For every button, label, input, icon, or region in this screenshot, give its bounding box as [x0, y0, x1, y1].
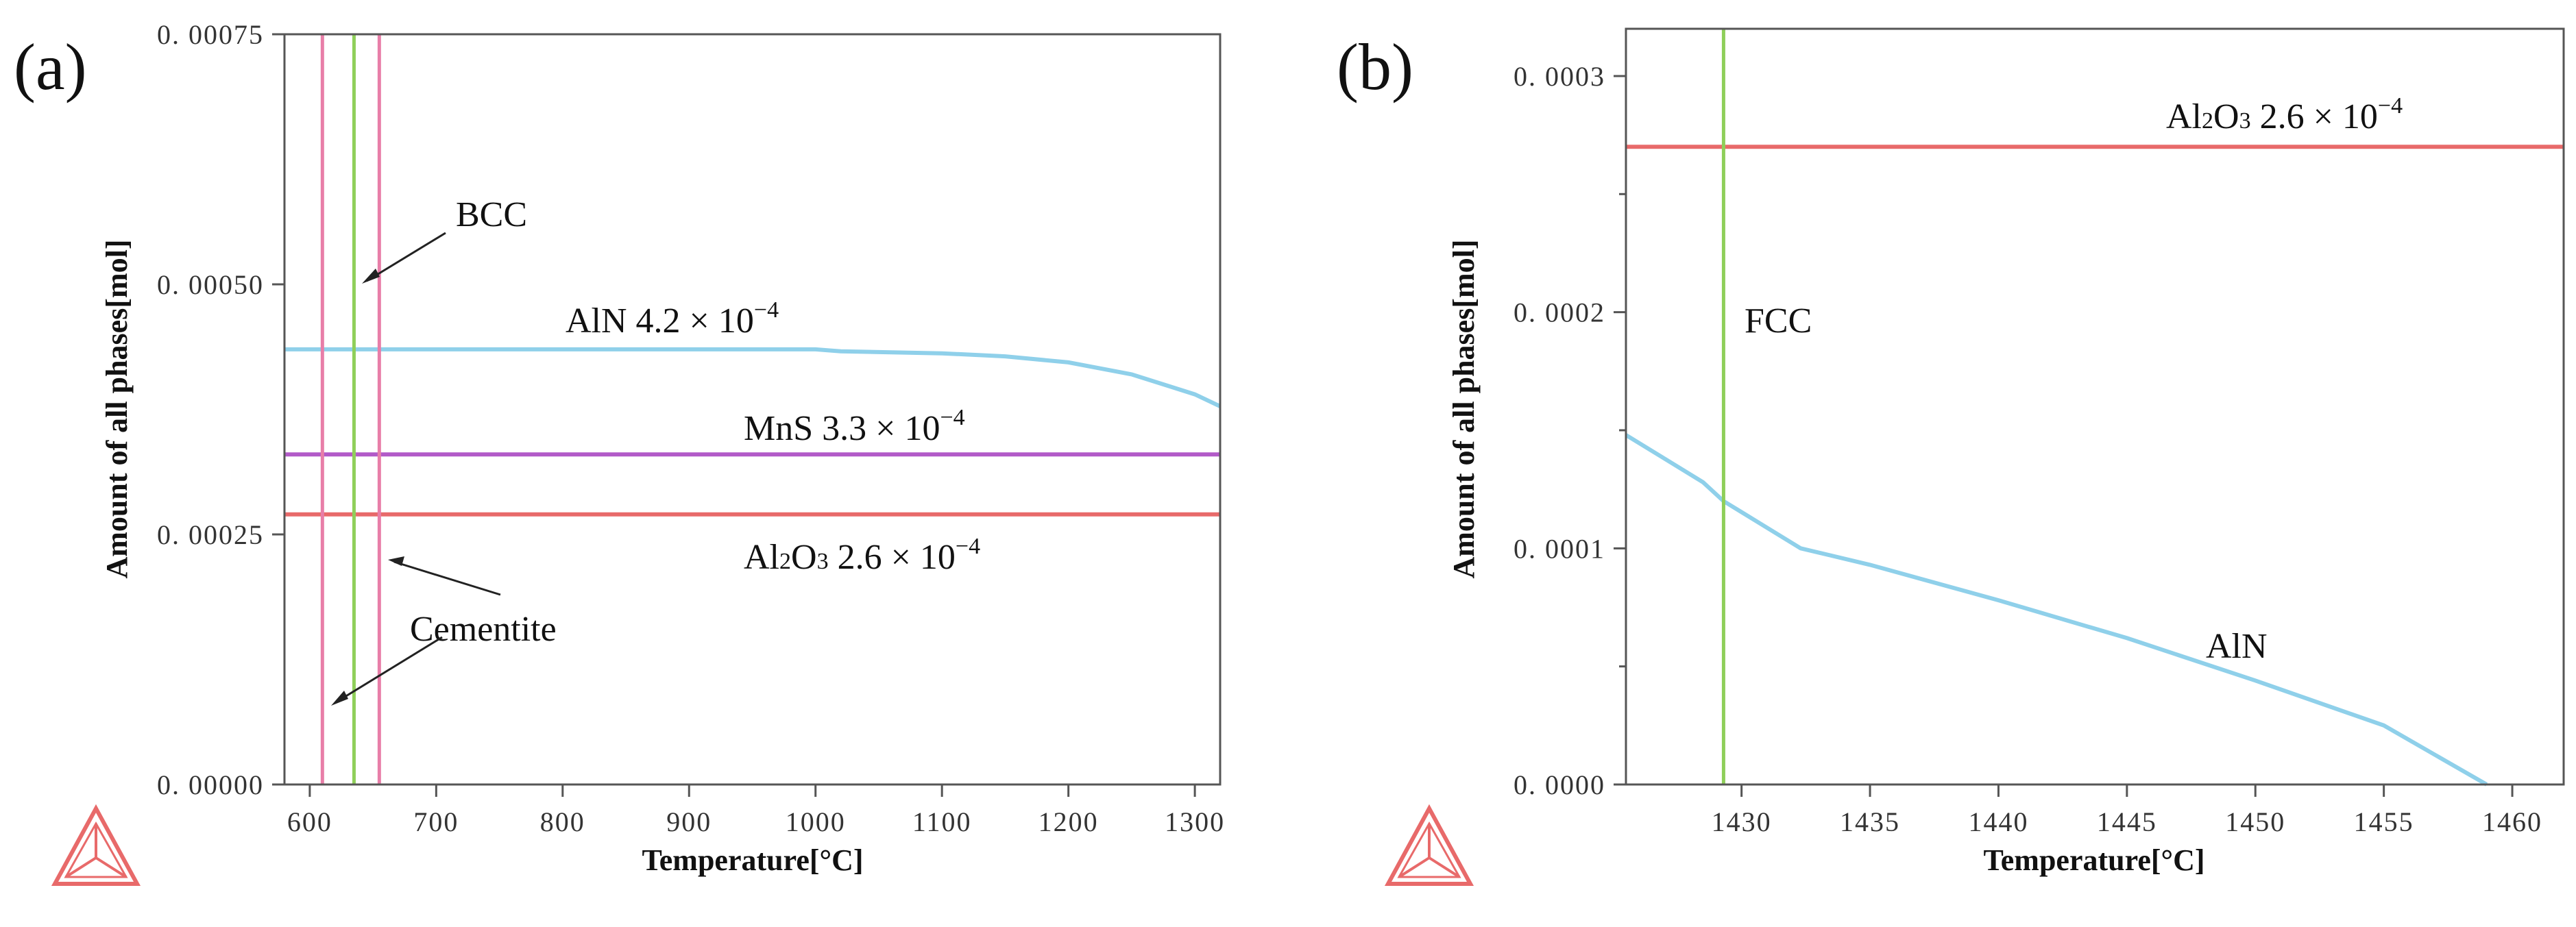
panel-a-cementite-arrowhead-2: [331, 691, 348, 706]
panel-a-x-axis-title: Temperature[°C]: [642, 843, 863, 877]
panel-a-thermocalc-logo: [51, 804, 141, 886]
panel-b-series: [1625, 29, 2564, 787]
panel-a-x-tick-label: 1200: [1038, 806, 1099, 837]
panel-b-al2o3-label: Al2O3 2.6 × 10−4: [2166, 93, 2403, 136]
panel-a-y-tick-label: 0. 00025: [157, 519, 264, 550]
panel-b-aln-label: AlN: [2206, 627, 2268, 666]
panel-b-x-tick-label: 1450: [2225, 806, 2285, 837]
panel-a-series: [284, 34, 1222, 784]
panel-a-x-tick-label: 900: [666, 806, 712, 837]
panel-b-label: (b): [1337, 30, 1413, 103]
panel-a-al2o3-label: Al2O3 2.6 × 10−4: [744, 534, 980, 577]
panel-b-x-axis-title: Temperature[°C]: [1983, 843, 2204, 877]
panel-b-fcc-label: FCC: [1745, 301, 1812, 341]
panel-a-x-tick-label: 1100: [912, 806, 972, 837]
panel-b-thermocalc-logo: [1384, 804, 1474, 886]
panel-b-y-axis-title: Amount of all phases[mol]: [1447, 239, 1481, 578]
panel-b-x-tick-label: 1445: [2097, 806, 2157, 837]
panel-b-x-tick-label: 1440: [1968, 806, 2028, 837]
panel-b-x-tick-label: 1430: [1712, 806, 1772, 837]
panel-a-label: (a): [14, 30, 87, 103]
panel-b-y-tick-label: 0. 0002: [1514, 297, 1605, 328]
panel-a-aln-line: [284, 347, 1222, 408]
panel-a-y-axis-title: Amount of all phases[mol]: [100, 239, 134, 578]
panel-a-mns-label: MnS 3.3 × 10−4: [744, 405, 965, 448]
panel-b-y-tick-label: 0. 0003: [1514, 61, 1605, 92]
panel-a-plot-frame: [283, 33, 1222, 786]
panel-a-x-tick-label: 1300: [1165, 806, 1225, 837]
panel-a-y-tick-label: 0. 00000: [157, 769, 264, 800]
panel-b-plot-frame: [1625, 27, 2565, 786]
panel-a-y-tick-label: 0. 00075: [157, 19, 264, 50]
panel-b-x-tick-label: 1435: [1840, 806, 1900, 837]
panel-a-x-ticks: 600 700 800 900 1000 1100 1200 1300: [287, 784, 1225, 837]
panel-a-bcc-label: BCC: [456, 195, 527, 234]
panel-a-bcc-arrowhead: [362, 269, 380, 284]
panel-b-y-tick-label: 0. 0001: [1514, 533, 1605, 564]
panel-b-x-ticks: 1430 1435 1440 1445 1450 1455 1460: [1712, 784, 2542, 837]
panel-b-y-tick-label: 0. 0000: [1514, 769, 1605, 800]
panel-b-aln-line: [1625, 433, 2488, 787]
panel-a-x-tick-label: 600: [287, 806, 332, 837]
panel-a: (a) 0. 00000 0. 00025 0. 00050 0. 00075 600…: [14, 19, 1225, 886]
panel-a-x-tick-label: 700: [413, 806, 459, 837]
panel-b-y-ticks: 0. 0000 0. 0001 0. 0002 0. 0003: [1514, 61, 1626, 800]
panel-a-bcc-arrow: [366, 232, 446, 282]
panel-a-y-ticks: 0. 00000 0. 00025 0. 00050 0. 00075: [157, 19, 284, 800]
panel-a-y-tick-label: 0. 00050: [157, 269, 264, 300]
panel-b-x-tick-label: 1460: [2482, 806, 2542, 837]
panel-b-x-tick-label: 1455: [2354, 806, 2414, 837]
panel-a-cementite-arrow-2: [335, 636, 443, 704]
panel-a-x-tick-label: 800: [540, 806, 585, 837]
panel-a-x-tick-label: 1000: [786, 806, 846, 837]
panel-a-aln-label: AlN 4.2 × 10−4: [566, 297, 779, 341]
panel-a-cementite-arrowhead-1: [388, 556, 404, 566]
panel-a-cementite-arrow-1: [393, 560, 501, 596]
